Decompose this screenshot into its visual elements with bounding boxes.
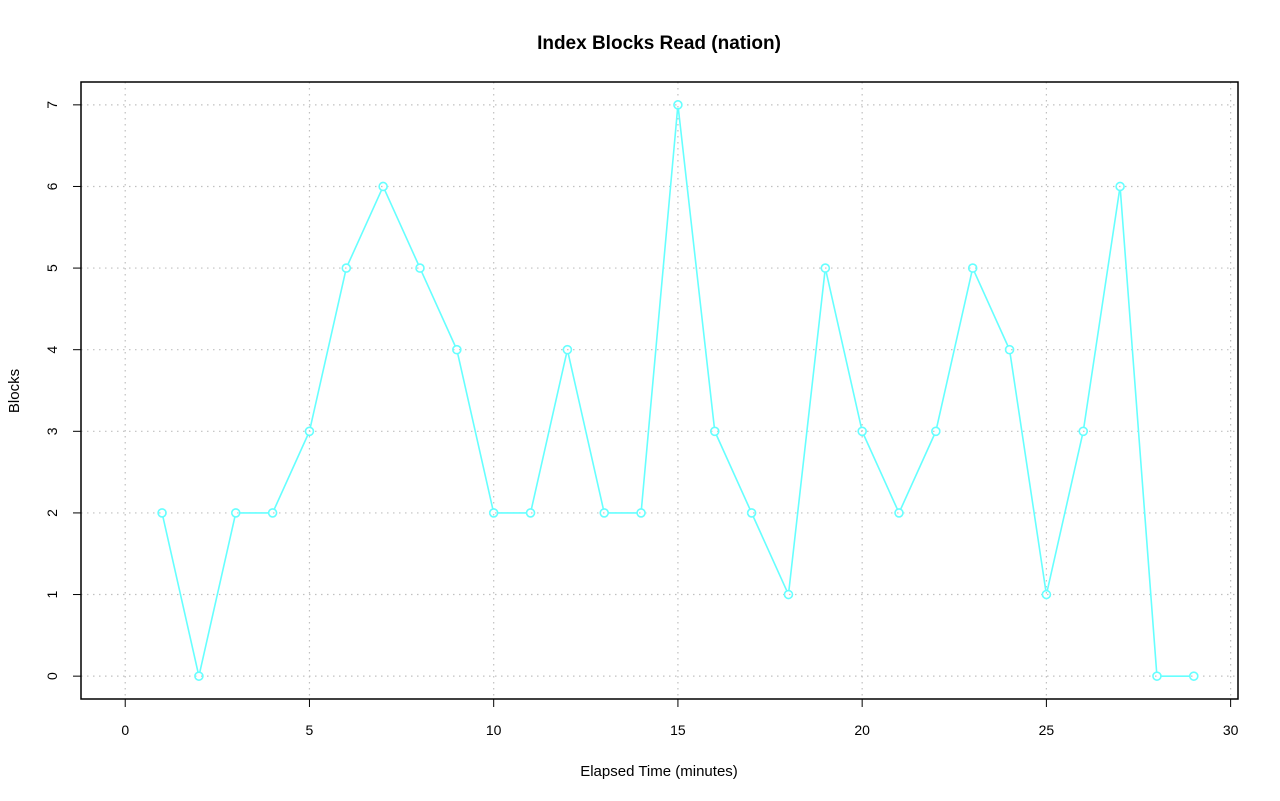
data-point bbox=[304, 426, 315, 437]
series-line-segment bbox=[863, 434, 898, 510]
data-point bbox=[267, 508, 278, 518]
series-line-segment bbox=[421, 271, 456, 347]
x-axis: 0 5 10 15 20 25 30 bbox=[121, 698, 1239, 738]
data-point bbox=[562, 344, 573, 355]
series-line-segment bbox=[1083, 190, 1121, 428]
series-line-segment bbox=[162, 516, 199, 673]
series-line-segment bbox=[457, 353, 494, 510]
data-point bbox=[894, 508, 904, 518]
x-tick-label: 25 bbox=[1039, 722, 1055, 738]
series-layer bbox=[157, 100, 1199, 681]
data-point bbox=[378, 181, 388, 192]
data-point bbox=[636, 508, 646, 518]
x-tick-label: 20 bbox=[854, 722, 870, 738]
data-point bbox=[230, 508, 241, 518]
data-point bbox=[857, 426, 867, 437]
y-tick-label: 4 bbox=[44, 346, 60, 354]
series-line-segment bbox=[715, 434, 751, 510]
y-axis: 0 1 2 3 4 5 6 7 bbox=[44, 101, 81, 680]
series-line-segment bbox=[640, 108, 679, 510]
series-line-segment bbox=[825, 271, 862, 428]
y-tick-label: 2 bbox=[44, 509, 60, 517]
y-tick-label: 6 bbox=[44, 182, 60, 190]
data-point bbox=[452, 344, 462, 355]
series-line-segment bbox=[567, 353, 605, 510]
x-tick-label: 10 bbox=[486, 722, 502, 738]
x-tick-label: 15 bbox=[670, 722, 686, 738]
data-point bbox=[820, 263, 831, 273]
series-line-segment bbox=[199, 516, 236, 673]
plot-frame bbox=[80, 81, 1239, 700]
series-line-segment bbox=[677, 108, 716, 428]
data-point bbox=[525, 508, 536, 518]
data-point bbox=[157, 508, 167, 518]
chart-title: Index Blocks Read (nation) bbox=[537, 33, 781, 54]
data-point bbox=[488, 508, 499, 518]
series-line-segment bbox=[273, 434, 309, 510]
y-tick-label: 0 bbox=[44, 672, 60, 680]
series-line-segment bbox=[384, 189, 419, 265]
y-tick-label: 5 bbox=[44, 264, 60, 272]
data-point bbox=[1004, 344, 1015, 355]
series-line-segment bbox=[973, 271, 1009, 347]
series-line-segment bbox=[347, 189, 383, 265]
y-tick-label: 3 bbox=[44, 427, 60, 435]
data-point bbox=[783, 589, 794, 600]
data-point bbox=[194, 671, 204, 681]
data-point bbox=[709, 426, 720, 437]
series-line-segment bbox=[1009, 353, 1047, 591]
x-tick-label: 5 bbox=[306, 722, 314, 738]
series-line-segment bbox=[1119, 190, 1158, 673]
x-tick-label: 0 bbox=[121, 722, 129, 738]
series-line-segment bbox=[900, 434, 935, 510]
series-line-segment bbox=[752, 516, 788, 592]
data-point bbox=[1115, 181, 1125, 192]
data-point bbox=[1041, 589, 1052, 600]
series-line-segment bbox=[309, 271, 347, 428]
series-line-segment bbox=[788, 271, 826, 591]
data-point bbox=[341, 263, 352, 273]
y-tick-label: 1 bbox=[44, 590, 60, 598]
data-point bbox=[599, 508, 610, 518]
data-point bbox=[1152, 671, 1162, 681]
data-point bbox=[746, 508, 757, 518]
y-tick-label: 7 bbox=[44, 101, 60, 109]
x-axis-label: Elapsed Time (minutes) bbox=[580, 763, 738, 780]
y-axis-label: Blocks bbox=[6, 369, 23, 413]
data-point bbox=[415, 263, 425, 273]
data-point bbox=[1078, 426, 1089, 437]
x-tick-label: 30 bbox=[1223, 722, 1239, 738]
data-point bbox=[1188, 671, 1199, 681]
data-point bbox=[967, 263, 978, 273]
data-point bbox=[673, 100, 683, 110]
series-line-segment bbox=[936, 271, 973, 428]
series-line-segment bbox=[1046, 434, 1084, 591]
grid-lines bbox=[81, 82, 1238, 699]
series-line-segment bbox=[530, 353, 568, 510]
data-point bbox=[931, 426, 941, 437]
